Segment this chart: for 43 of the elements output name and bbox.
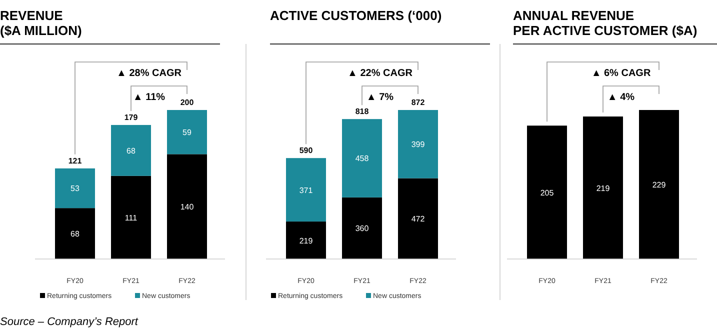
- bar: [398, 178, 438, 259]
- total-label: 872: [411, 98, 426, 107]
- data-label: 472: [411, 214, 426, 224]
- text: ▲ 11%: [132, 92, 166, 103]
- total-label: 121: [68, 156, 82, 166]
- data-label: 399: [411, 140, 426, 150]
- bar: [342, 119, 382, 198]
- chart-title: REVENUE ($A MILLION): [0, 8, 82, 38]
- data-label: 53: [70, 184, 80, 194]
- data-label: 219: [596, 184, 610, 193]
- bar: [286, 158, 326, 222]
- chart-title: ACTIVE CUSTOMERS (‘000): [270, 8, 442, 23]
- bar: [55, 208, 95, 259]
- data-label: 229: [652, 180, 666, 190]
- data-label: 59: [182, 128, 192, 138]
- data-label: 219: [299, 236, 314, 246]
- chart-title: ANNUAL REVENUE PER ACTIVE CUSTOMER ($A): [513, 8, 698, 38]
- data-label: 371: [299, 186, 314, 195]
- total-label: 818: [355, 107, 370, 116]
- text: ▲ 6% CAGR: [591, 68, 652, 79]
- total-label: 179: [124, 112, 138, 122]
- bar: [167, 110, 207, 154]
- data-label: 360: [355, 224, 370, 234]
- text: ▲ 22% CAGR: [348, 68, 414, 79]
- data-label: 205: [540, 188, 554, 198]
- text: ▲ 28% CAGR: [116, 68, 182, 79]
- data-label: 111: [124, 213, 138, 222]
- bar: [167, 154, 207, 259]
- text: ▲ 4%: [607, 92, 635, 103]
- bar: [55, 168, 95, 208]
- data-label: 68: [126, 146, 136, 156]
- text: ▲ 7%: [366, 92, 394, 103]
- source-note: Source – Company’s Report: [0, 316, 139, 328]
- bar: [286, 222, 326, 259]
- bar: [111, 124, 151, 176]
- data-label: 140: [180, 202, 194, 212]
- total-label: 590: [299, 146, 314, 156]
- bar: [398, 110, 438, 178]
- bar: [342, 197, 382, 259]
- bar: [111, 176, 151, 259]
- total-label: 200: [180, 98, 194, 107]
- data-label: 458: [355, 154, 370, 164]
- data-label: 68: [70, 230, 80, 239]
